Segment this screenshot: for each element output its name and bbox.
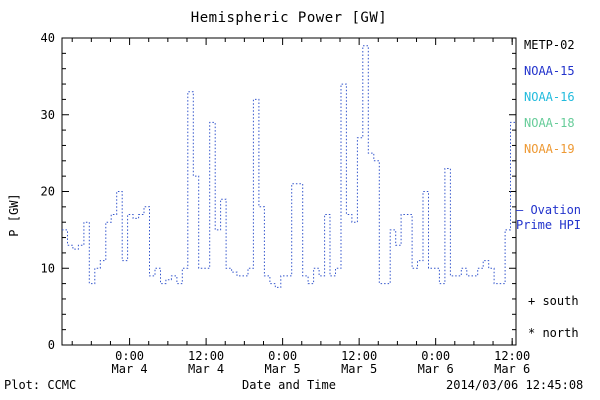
x-axis-label: Date and Time [242, 378, 336, 392]
svg-text:12:00: 12:00 [188, 349, 224, 363]
legend-item-metp02: METP-02 [524, 38, 575, 52]
svg-text:0:00: 0:00 [421, 349, 450, 363]
svg-text:Mar 5: Mar 5 [265, 362, 301, 376]
svg-text:Mar 4: Mar 4 [188, 362, 224, 376]
legend-item-noaa15: NOAA-15 [524, 64, 575, 78]
plot-credit: Plot: CCMC [4, 378, 77, 392]
svg-text:0: 0 [48, 338, 55, 352]
svg-text:12:00: 12:00 [494, 349, 530, 363]
legend-north-marker: * north [528, 326, 579, 340]
legend-item-noaa18: NOAA-18 [524, 116, 575, 130]
legend-ovation-line2: Prime HPI [516, 218, 582, 232]
svg-text:Mar 6: Mar 6 [418, 362, 454, 376]
svg-text:0:00: 0:00 [115, 349, 144, 363]
legend-item-noaa19: NOAA-19 [524, 142, 575, 156]
svg-text:Mar 6: Mar 6 [494, 362, 530, 376]
legend-ovation-line1: — Ovation [516, 203, 582, 217]
svg-text:20: 20 [41, 185, 55, 199]
legend-ovation-prime-hpi: — Ovation Prime HPI [516, 203, 581, 233]
svg-text:12:00: 12:00 [341, 349, 377, 363]
legend-item-noaa16: NOAA-16 [524, 90, 575, 104]
svg-text:10: 10 [41, 261, 55, 275]
svg-text:30: 30 [41, 108, 55, 122]
legend-south-marker: + south [528, 294, 579, 308]
satellite-legend: METP-02 NOAA-15 NOAA-16 NOAA-18 NOAA-19 [524, 38, 575, 156]
chart-title: Hemispheric Power [GW] [190, 10, 388, 26]
svg-text:40: 40 [41, 31, 55, 45]
timestamp: 2014/03/06 12:45:08 [446, 378, 584, 392]
svg-text:0:00: 0:00 [268, 349, 297, 363]
svg-text:Mar 5: Mar 5 [341, 362, 377, 376]
svg-text:Mar 4: Mar 4 [112, 362, 148, 376]
